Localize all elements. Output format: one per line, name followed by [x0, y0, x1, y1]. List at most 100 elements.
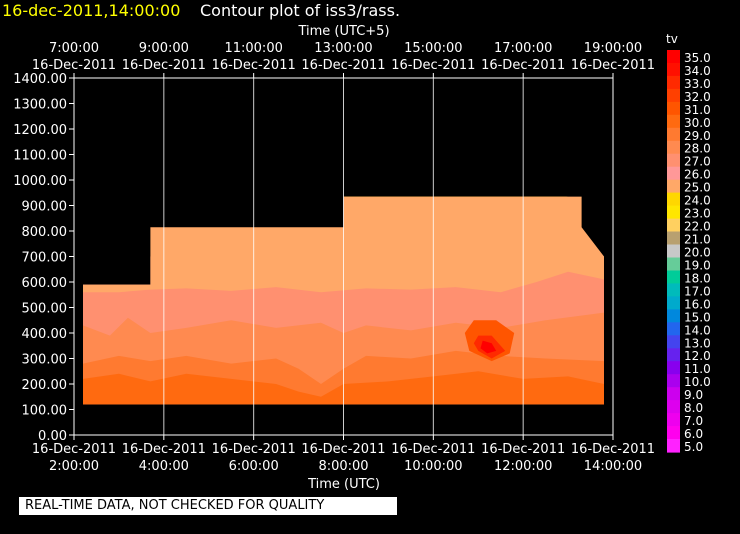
- y-tick-label: 1000.00: [13, 174, 67, 189]
- y-tick-label: 800.00: [22, 225, 68, 240]
- colorbar-swatch: [667, 309, 680, 323]
- top-tick-date: 16-Dec-2011: [571, 58, 655, 73]
- colorbar-swatch: [667, 348, 680, 362]
- colorbar-level-label: 33.0: [684, 77, 711, 91]
- colorbar-swatch: [667, 244, 680, 259]
- x-tick-date: 16-Dec-2011: [301, 442, 385, 457]
- colorbar-level-label: 31.0: [684, 103, 711, 117]
- bottom-axis-label: Time (UTC): [307, 477, 380, 492]
- colorbar-swatch: [667, 166, 680, 181]
- colorbar-swatch: [667, 63, 680, 77]
- x-tick-date: 16-Dec-2011: [212, 442, 296, 457]
- colorbar-level-label: 22.0: [684, 220, 711, 234]
- colorbar-swatch: [667, 101, 680, 116]
- x-tick-time: 14:00:00: [584, 459, 642, 474]
- x-tick-date: 16-Dec-2011: [32, 442, 116, 457]
- x-tick-date: 16-Dec-2011: [391, 442, 475, 457]
- colorbar-swatch: [667, 387, 680, 401]
- colorbar-level-label: 32.0: [684, 90, 711, 104]
- colorbar-swatch: [667, 361, 680, 375]
- colorbar-level-label: 23.0: [684, 207, 711, 221]
- x-tick-time: 12:00:00: [494, 459, 552, 474]
- colorbar-swatch: [667, 140, 680, 155]
- colorbar-level-label: 21.0: [684, 233, 711, 247]
- colorbar-swatch: [667, 283, 680, 297]
- y-tick-label: 0.00: [38, 429, 67, 444]
- colorbar-level-label: 20.0: [684, 246, 711, 260]
- colorbar-swatch: [667, 374, 680, 388]
- top-tick-time: 11:00:00: [224, 41, 282, 56]
- y-tick-label: 1300.00: [13, 98, 67, 113]
- top-tick-time: 19:00:00: [584, 41, 642, 56]
- colorbar-level-label: 9.0: [684, 388, 703, 402]
- y-tick-label: 900.00: [22, 200, 68, 215]
- colorbar-swatch: [667, 439, 680, 453]
- top-tick-date: 16-Dec-2011: [391, 58, 475, 73]
- colorbar-swatch: [667, 231, 680, 246]
- colorbar-level-label: 6.0: [684, 427, 703, 441]
- colorbar-swatch: [667, 114, 680, 129]
- top-tick-time: 17:00:00: [494, 41, 552, 56]
- top-tick-time: 13:00:00: [314, 41, 372, 56]
- colorbar-swatch: [667, 400, 680, 414]
- colorbar-level-label: 19.0: [684, 259, 711, 273]
- top-tick-date: 16-Dec-2011: [122, 58, 206, 73]
- quality-notice: REAL-TIME DATA, NOT CHECKED FOR QUALITY: [19, 497, 397, 515]
- colorbar-swatch: [667, 192, 680, 207]
- colorbar-swatch: [667, 153, 680, 168]
- colorbar-swatch: [667, 413, 680, 427]
- colorbar-level-label: 12.0: [684, 349, 711, 363]
- colorbar-level-label: 18.0: [684, 271, 711, 285]
- y-tick-label: 500.00: [22, 302, 68, 317]
- colorbar-level-label: 30.0: [684, 116, 711, 130]
- top-tick-date: 16-Dec-2011: [32, 58, 116, 73]
- colorbar-level-label: 13.0: [684, 336, 711, 350]
- colorbar-swatch: [667, 75, 680, 90]
- colorbar-swatch: [667, 296, 680, 310]
- y-tick-label: 300.00: [22, 353, 68, 368]
- plot-title: Contour plot of iss3/rass.: [200, 1, 400, 20]
- y-tick-label: 1100.00: [13, 149, 67, 164]
- colorbar-swatch: [667, 88, 680, 103]
- y-tick-label: 1400.00: [13, 72, 67, 87]
- colorbar-swatch: [667, 322, 680, 336]
- colorbar-level-label: 5.0: [684, 440, 703, 454]
- colorbar-level-label: 27.0: [684, 155, 711, 169]
- y-tick-label: 700.00: [22, 251, 68, 266]
- colorbar-swatch: [667, 50, 680, 64]
- y-tick-label: 100.00: [22, 404, 68, 419]
- colorbar-level-label: 26.0: [684, 168, 711, 182]
- x-tick-time: 2:00:00: [49, 459, 99, 474]
- y-tick-label: 600.00: [22, 276, 68, 291]
- x-tick-time: 4:00:00: [139, 459, 189, 474]
- colorbar-level-label: 34.0: [684, 64, 711, 78]
- colorbar-swatch: [667, 335, 680, 349]
- contour-region-35: [480, 340, 497, 354]
- colorbar-swatch: [667, 179, 680, 194]
- colorbar-level-label: 25.0: [684, 181, 711, 195]
- top-axis-label: Time (UTC+5): [297, 24, 389, 39]
- top-tick-time: 7:00:00: [49, 41, 99, 56]
- colorbar-swatch: [667, 205, 680, 220]
- colorbar-level-label: 10.0: [684, 375, 711, 389]
- x-tick-date: 16-Dec-2011: [122, 442, 206, 457]
- colorbar-level-label: 15.0: [684, 310, 711, 324]
- top-tick-date: 16-Dec-2011: [481, 58, 565, 73]
- x-tick-date: 16-Dec-2011: [481, 442, 565, 457]
- x-tick-time: 6:00:00: [229, 459, 279, 474]
- x-tick-time: 10:00:00: [404, 459, 462, 474]
- colorbar-level-label: 11.0: [684, 362, 711, 376]
- colorbar-level-label: 24.0: [684, 194, 711, 208]
- plot-area: 0.00 100.00 200.00 300.00 400.00 500.00 600.00…: [13, 41, 710, 474]
- colorbar-level-label: 35.0: [684, 51, 711, 65]
- colorbar-swatch: [667, 127, 680, 142]
- colorbar-level-label: 17.0: [684, 284, 711, 298]
- colorbar-level-label: 28.0: [684, 142, 711, 156]
- colorbar-level-label: 14.0: [684, 323, 711, 337]
- top-tick-date: 16-Dec-2011: [212, 58, 296, 73]
- colorbar-swatch: [667, 218, 680, 233]
- colorbar-label: tv: [666, 32, 678, 46]
- top-tick-date: 16-Dec-2011: [301, 58, 385, 73]
- colorbar-level-label: 29.0: [684, 129, 711, 143]
